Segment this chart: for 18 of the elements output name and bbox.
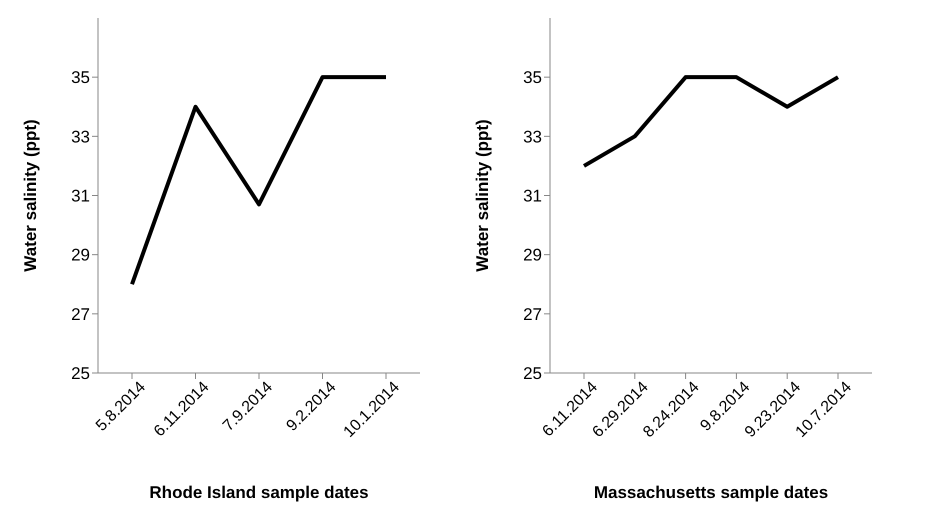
y-tick-label: 35 bbox=[523, 68, 542, 88]
y-tick-label: 29 bbox=[71, 246, 90, 265]
y-axis-title: Water salinity (ppt) bbox=[473, 119, 492, 272]
y-tick-label: 27 bbox=[71, 304, 90, 324]
y-tick-label: 35 bbox=[71, 68, 90, 88]
line-series bbox=[130, 75, 388, 286]
y-tick-label: 25 bbox=[523, 364, 542, 384]
y-tick-label: 29 bbox=[523, 246, 542, 265]
x-axis-title: Massachusetts sample dates bbox=[594, 483, 828, 502]
y-tick-label: 33 bbox=[71, 127, 90, 146]
y-tick-label: 31 bbox=[523, 186, 542, 206]
line-series bbox=[582, 75, 840, 168]
x-axis-title: Rhode Island sample dates bbox=[149, 483, 369, 502]
y-axis-title: Water salinity (ppt) bbox=[21, 119, 40, 272]
y-tick-label: 27 bbox=[523, 304, 542, 324]
y-tick-label: 25 bbox=[71, 364, 90, 384]
y-tick-label: 31 bbox=[71, 186, 90, 206]
y-tick-label: 33 bbox=[523, 127, 542, 146]
